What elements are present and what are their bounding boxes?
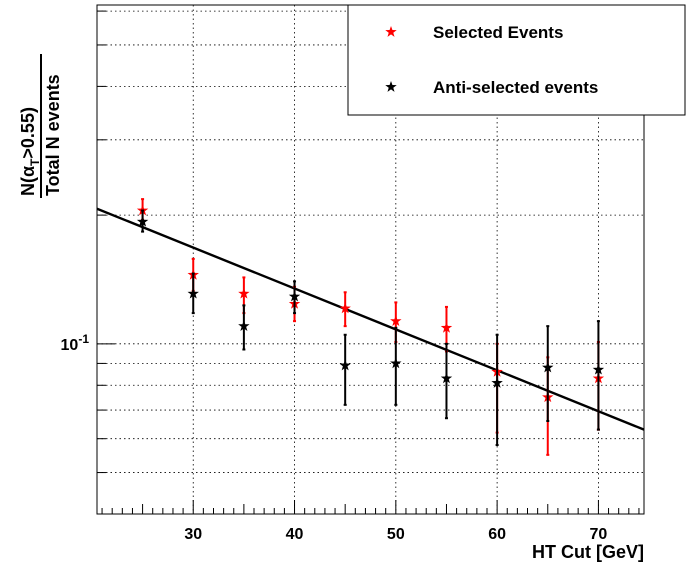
- x-tick-label: 50: [387, 526, 405, 543]
- data-point: [339, 302, 351, 314]
- data-point: [491, 376, 503, 388]
- legend-box: [347, 4, 686, 116]
- x-axis-title: HT Cut [GeV]: [532, 542, 644, 562]
- legend-label-selected: Selected Events: [433, 23, 563, 42]
- x-tick-label: 30: [184, 526, 202, 543]
- fit-line: [96, 207, 645, 431]
- y-axis-denominator: Total N events: [43, 74, 63, 196]
- data-point: [339, 359, 351, 371]
- series-anti-selected: [136, 209, 605, 446]
- data-point: [592, 363, 605, 375]
- data-point: [390, 315, 402, 326]
- series-layer: [136, 198, 605, 456]
- x-tick-label: 40: [286, 526, 304, 543]
- fit-layer: [96, 207, 645, 431]
- y-tick-label: 10-1: [61, 332, 90, 354]
- data-point: [440, 372, 453, 384]
- data-point: [542, 361, 554, 373]
- x-tick-label: 70: [590, 526, 608, 543]
- data-point: [238, 320, 250, 331]
- legend-marker-anti-selected: [385, 81, 397, 92]
- legend: Selected Events Anti-selected events: [347, 4, 686, 116]
- data-point: [440, 321, 453, 333]
- axes: 30 40 50 60 70 10-1: [61, 10, 640, 543]
- legend-star-selected: [385, 26, 397, 37]
- data-point: [187, 287, 199, 299]
- y-axis-numerator-prefix: N(α: [18, 166, 38, 196]
- y-tick-label-base: 10: [61, 337, 79, 354]
- data-point: [136, 215, 149, 227]
- legend-marker-selected: [385, 26, 397, 37]
- data-point: [238, 287, 250, 299]
- data-point: [288, 290, 301, 302]
- y-axis-title: N(αT>0.55) Total N events: [18, 54, 63, 198]
- x-tick-label: 60: [488, 526, 506, 543]
- y-axis-numerator-sub: T: [28, 158, 42, 166]
- y-axis-numerator-suffix: >0.55): [18, 107, 38, 159]
- y-tick-label-exponent: -1: [78, 332, 89, 346]
- legend-star-anti-selected: [385, 81, 397, 92]
- data-point: [390, 357, 402, 369]
- y-axis-numerator: N(αT>0.55): [18, 107, 42, 196]
- legend-label-anti-selected: Anti-selected events: [433, 78, 598, 97]
